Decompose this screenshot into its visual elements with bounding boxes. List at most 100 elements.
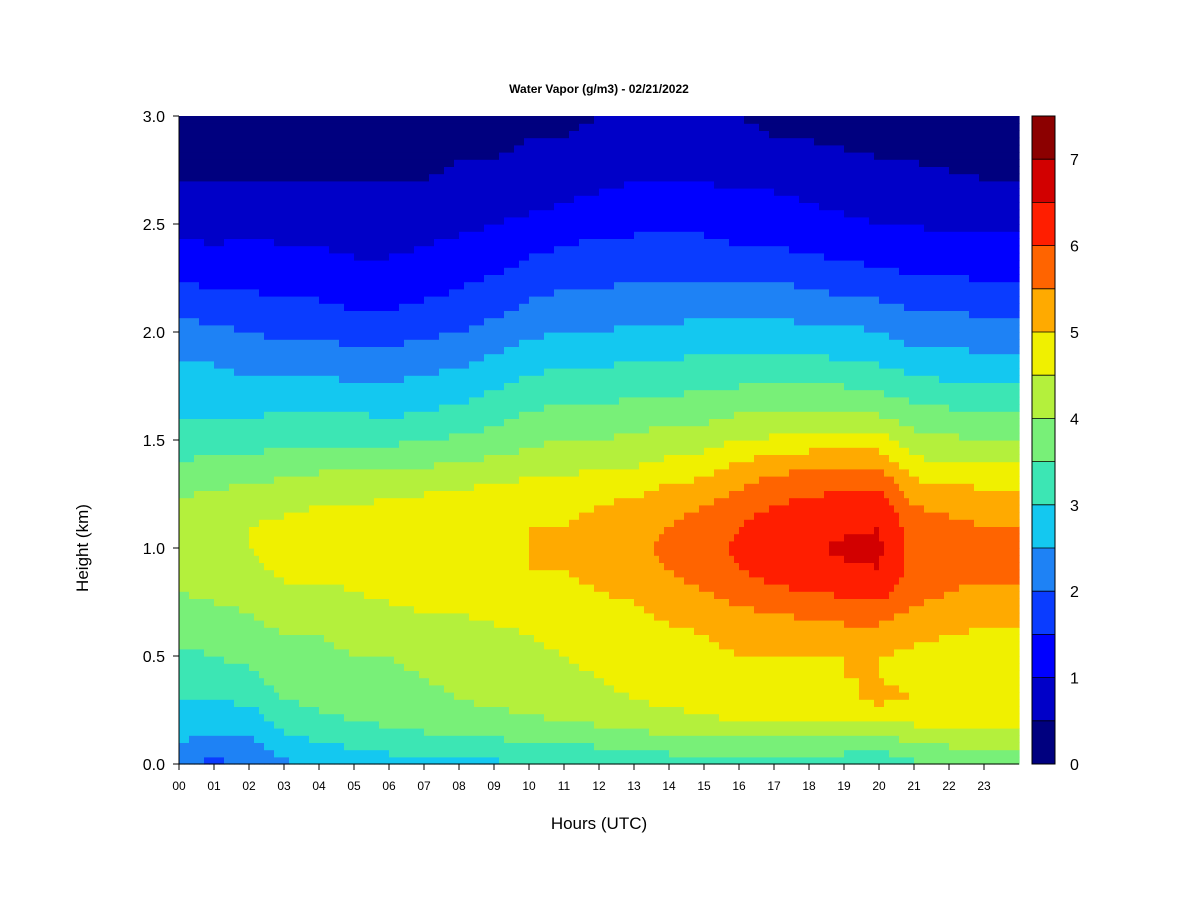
heatmap-cell [249,584,255,592]
heatmap-cell [349,454,355,463]
heatmap-cell [244,432,250,441]
heatmap-cell [199,216,205,225]
heatmap-cell [434,137,440,146]
heatmap-cell [369,123,375,131]
heatmap-cell [294,166,300,175]
heatmap-cell [184,440,190,448]
heatmap-cell [294,490,300,499]
heatmap-cell [224,540,230,549]
heatmap-cell [359,296,365,304]
heatmap-cell [379,612,385,621]
heatmap-cell [454,713,460,722]
heatmap-cell [184,238,190,247]
heatmap-cell [309,627,315,635]
heatmap-cell [209,281,215,290]
heatmap-cell [199,180,205,189]
heatmap-cell [304,627,310,635]
heatmap-cell [254,555,260,563]
heatmap-cell [259,483,265,491]
heatmap-cell [214,612,220,621]
heatmap-cell [384,116,390,124]
heatmap-cell [404,454,410,463]
heatmap-cell [429,677,435,686]
heatmap-cell [294,692,300,700]
heatmap-cell [329,533,335,542]
heatmap-cell [354,555,360,563]
heatmap-cell [204,706,210,715]
heatmap-cell [269,432,275,441]
heatmap-cell [194,598,200,607]
heatmap-cell [214,684,220,693]
heatmap-cell [244,562,250,571]
heatmap-cell [269,735,275,743]
heatmap-cell [294,569,300,578]
heatmap-cell [224,231,230,239]
heatmap-cell [449,497,455,506]
heatmap-cell [249,288,255,297]
heatmap-cell [259,713,265,722]
heatmap-cell [374,461,380,470]
heatmap-cell [184,195,190,203]
heatmap-cell [204,267,210,275]
heatmap-cell [229,209,235,218]
heatmap-cell [374,389,380,398]
heatmap-cell [284,627,290,635]
heatmap-cell [444,411,450,419]
heatmap-cell [269,123,275,131]
heatmap-cell [224,706,230,715]
heatmap-cell [254,605,260,614]
heatmap-cell [199,188,205,196]
heatmap-cell [194,569,200,578]
heatmap-cell [284,209,290,218]
heatmap-cell [304,612,310,621]
heatmap-cell [329,188,335,196]
heatmap-cell [179,555,185,563]
heatmap-cell [324,152,330,160]
heatmap-cell [314,144,320,153]
heatmap-cell [234,447,240,455]
heatmap-cell [414,360,420,369]
heatmap-cell [309,591,315,599]
heatmap-cell [234,598,240,607]
heatmap-cell [304,569,310,578]
heatmap-cell [409,432,415,441]
heatmap-cell [419,519,425,527]
heatmap-cell [394,368,400,376]
heatmap-cell [404,180,410,189]
heatmap-cell [414,260,420,268]
heatmap-cell [359,152,365,160]
heatmap-cell [294,526,300,535]
heatmap-cell [224,396,230,405]
heatmap-cell [389,476,395,484]
heatmap-cell [234,497,240,506]
heatmap-cell [274,706,280,715]
heatmap-cell [354,288,360,297]
heatmap-cell [449,159,455,167]
heatmap-cell [314,706,320,715]
heatmap-cell [334,699,340,707]
heatmap-cell [279,202,285,211]
heatmap-cell [304,346,310,355]
heatmap-cell [239,137,245,146]
heatmap-cell [389,533,395,542]
heatmap-cell [434,612,440,621]
heatmap-cell [269,490,275,499]
heatmap-cell [269,627,275,635]
heatmap-cell [269,598,275,607]
heatmap-cell [364,756,370,765]
heatmap-cell [394,166,400,175]
heatmap-cell [239,317,245,326]
heatmap-cell [254,677,260,686]
heatmap-cell [374,490,380,499]
heatmap-cell [204,252,210,261]
heatmap-cell [224,188,230,196]
heatmap-cell [269,245,275,254]
heatmap-cell [444,245,450,254]
heatmap-cell [194,641,200,650]
heatmap-cell [374,447,380,455]
heatmap-cell [224,526,230,535]
heatmap-cell [269,382,275,391]
heatmap-cell [419,548,425,556]
heatmap-cell [234,627,240,635]
heatmap-cell [299,180,305,189]
